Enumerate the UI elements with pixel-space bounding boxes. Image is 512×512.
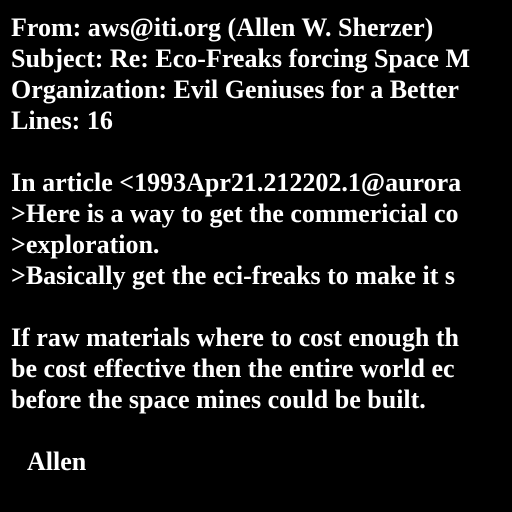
subject-header: Subject: Re: Eco-Freaks forcing Space M	[11, 44, 471, 73]
body-line: be cost effective then the entire world …	[11, 354, 455, 383]
quote-attribution: In article <1993Apr21.212202.1@aurora	[11, 168, 462, 197]
quoted-line: >Basically get the eci-freaks to make it…	[11, 261, 455, 290]
body-line: before the space mines could be built.	[11, 385, 426, 414]
signature: Allen	[27, 447, 87, 476]
lines-header: Lines: 16	[11, 106, 113, 135]
quoted-line: >Here is a way to get the commericial co	[11, 199, 459, 228]
body-line: If raw materials where to cost enough th	[11, 323, 459, 352]
organization-header: Organization: Evil Geniuses for a Better	[11, 75, 459, 104]
from-header: From: aws@iti.org (Allen W. Sherzer)	[11, 13, 434, 42]
quoted-line: >exploration.	[11, 230, 160, 259]
